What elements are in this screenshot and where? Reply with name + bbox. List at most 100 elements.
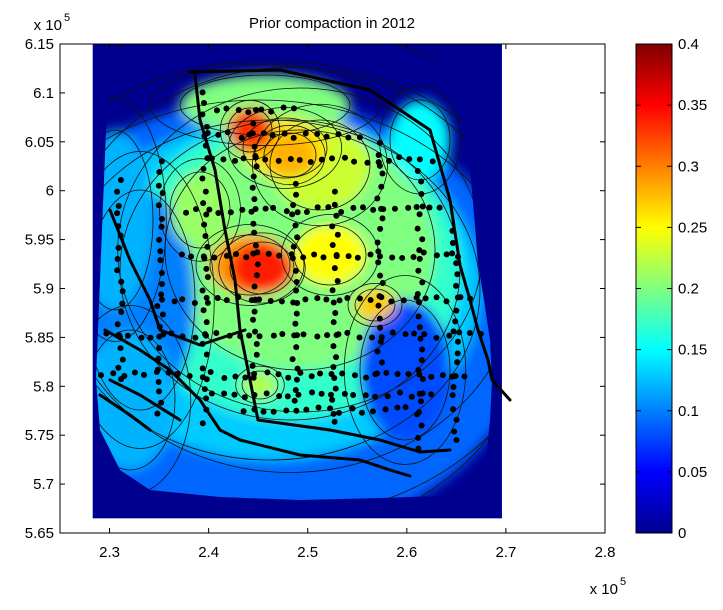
measurement-point <box>443 251 450 258</box>
measurement-point <box>268 108 275 115</box>
measurement-point <box>422 295 429 302</box>
measurement-point <box>188 253 195 260</box>
measurement-point <box>336 297 343 304</box>
measurement-point <box>292 222 299 229</box>
measurement-point <box>416 324 423 331</box>
measurement-point <box>232 157 239 164</box>
measurement-point <box>453 416 460 423</box>
x-tick-label: 2.3 <box>99 544 120 561</box>
measurement-point <box>391 205 398 212</box>
measurement-point <box>367 297 374 304</box>
measurement-point <box>118 376 125 383</box>
measurement-point <box>199 175 206 182</box>
measurement-point <box>114 188 121 195</box>
measurement-point <box>294 300 301 307</box>
measurement-point <box>103 330 110 337</box>
measurement-point <box>454 338 461 345</box>
measurement-point <box>220 156 227 163</box>
measurement-point <box>115 223 122 230</box>
colorbar-tick-label: 0.1 <box>678 403 699 420</box>
measurement-point <box>350 204 357 211</box>
x-tick-label: 2.6 <box>396 544 417 561</box>
measurement-point <box>199 420 206 427</box>
measurement-point <box>378 334 385 341</box>
measurement-point <box>221 374 228 381</box>
measurement-point <box>406 156 413 163</box>
measurement-point <box>362 392 369 399</box>
contour-line <box>96 67 492 473</box>
measurement-point <box>258 106 265 113</box>
contour-line <box>96 329 176 471</box>
measurement-point <box>453 260 460 267</box>
measurement-point <box>416 255 423 262</box>
measurement-point <box>309 389 316 396</box>
measurement-point <box>376 253 383 260</box>
measurement-point <box>416 247 423 254</box>
measurement-point <box>294 365 301 372</box>
measurement-point <box>333 253 340 260</box>
measurement-point <box>376 293 383 300</box>
measurement-point <box>418 178 425 185</box>
measurement-point <box>223 297 230 304</box>
measurement-point <box>294 234 301 241</box>
measurement-point <box>191 299 198 306</box>
measurement-point <box>203 319 210 326</box>
measurement-point <box>253 341 260 348</box>
measurement-point <box>363 374 370 381</box>
measurement-point <box>418 357 425 364</box>
measurement-point <box>199 89 206 96</box>
measurement-point <box>330 410 337 417</box>
measurement-point <box>331 265 338 272</box>
measurement-point <box>333 212 340 219</box>
measurement-point <box>408 393 415 400</box>
measurement-point <box>418 190 425 197</box>
measurement-point <box>477 330 484 337</box>
measurement-point <box>251 308 258 315</box>
measurement-point <box>251 196 258 203</box>
measurement-point <box>417 335 424 342</box>
measurement-point <box>375 259 382 266</box>
measurement-point <box>294 332 301 339</box>
measurement-point <box>415 434 422 441</box>
chart-title: Prior compaction in 2012 <box>249 15 415 32</box>
heat-blob <box>170 172 230 248</box>
measurement-point <box>226 332 233 339</box>
measurement-point <box>446 332 453 339</box>
measurement-point <box>200 100 207 107</box>
measurement-point <box>297 369 304 376</box>
measurement-point <box>329 287 336 294</box>
measurement-point <box>394 404 401 411</box>
measurement-point <box>295 391 302 398</box>
contour-line <box>235 365 285 405</box>
x-exponent: 5 <box>620 576 626 588</box>
measurement-point <box>351 372 358 379</box>
measurement-point <box>156 345 163 352</box>
measurement-point <box>227 209 234 216</box>
measurement-point <box>114 255 121 262</box>
measurement-point <box>311 251 318 258</box>
measurement-point <box>208 155 215 162</box>
measurement-point <box>293 191 300 198</box>
contour-line <box>218 232 306 304</box>
measurement-point <box>300 331 307 338</box>
measurement-point <box>156 388 163 395</box>
measurement-point <box>356 134 363 141</box>
measurement-point <box>374 370 381 377</box>
measurement-point <box>158 399 165 406</box>
measurement-point <box>314 204 321 211</box>
measurement-point <box>356 334 363 341</box>
measurement-point <box>265 250 272 257</box>
measurement-point <box>156 333 163 340</box>
measurement-point <box>114 210 121 217</box>
measurement-point <box>158 215 165 222</box>
measurement-point <box>335 131 342 138</box>
measurement-point <box>284 393 291 400</box>
measurement-point <box>201 133 208 140</box>
measurement-point <box>325 204 332 211</box>
measurement-point <box>203 211 210 218</box>
measurement-point <box>114 321 121 328</box>
measurement-point <box>329 155 336 162</box>
measurement-point <box>384 393 391 400</box>
measurement-point <box>415 267 422 274</box>
